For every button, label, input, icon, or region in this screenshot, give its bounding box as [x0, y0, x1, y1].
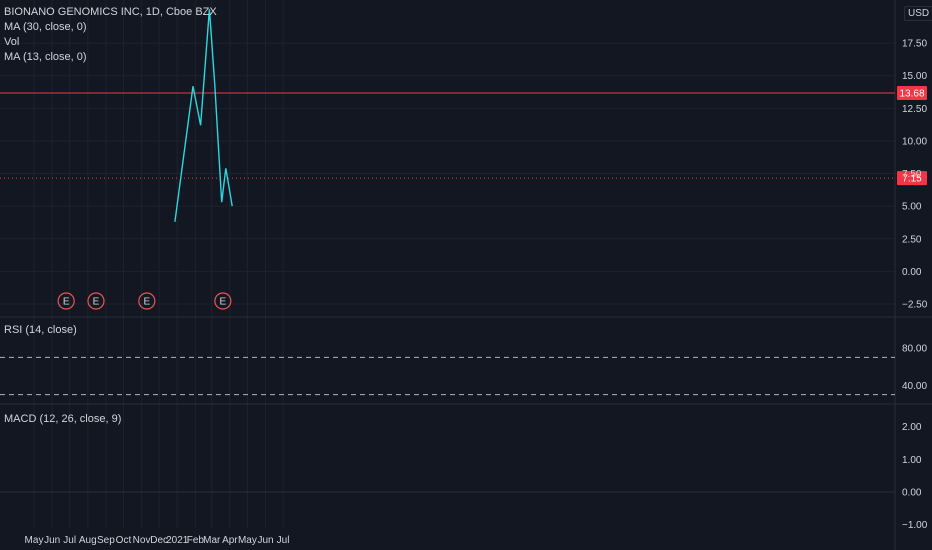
time-axis-tick: May [238, 535, 257, 546]
time-axis-tick: Nov [133, 535, 151, 546]
price-axis-tick: 10.00 [902, 136, 927, 147]
currency-label[interactable]: USD [904, 6, 932, 21]
price-axis-tick: 0.00 [902, 488, 922, 499]
legend-ma13[interactable]: MA (13, close, 0) [4, 51, 87, 63]
price-levels: 13.68 7.15 [0, 85, 927, 186]
time-axis-tick: Jun [44, 535, 60, 546]
time-axis-tick: Aug [79, 535, 97, 546]
price-axis-tick: 1.00 [902, 455, 922, 466]
earnings-marker [214, 292, 232, 310]
price-axis-tick: 80.00 [902, 344, 927, 355]
time-axis-tick: Sep [97, 535, 115, 546]
macd-title[interactable]: MACD (12, 26, close, 9) [4, 413, 122, 425]
price-axis-tick: 2.00 [902, 422, 922, 433]
price-level-label: 13.68 [899, 88, 924, 99]
time-axis-tick: Mar [203, 535, 221, 546]
price-axis-tick: 7.50 [902, 169, 922, 180]
price-axis-tick: 2.50 [902, 234, 922, 245]
time-axis-tick: Feb [187, 535, 205, 546]
earnings-label: E [93, 297, 100, 308]
price-axis-tick: 40.00 [902, 381, 927, 392]
time-axis-tick: Oct [116, 535, 132, 546]
time-axis-tick: Jul [63, 535, 76, 546]
price-axis-tick: −1.00 [902, 520, 928, 531]
earnings-label: E [220, 297, 227, 308]
time-axis-tick: May [25, 535, 44, 546]
time-axis-tick: Apr [222, 535, 238, 546]
price-axis-tick: 12.50 [902, 104, 927, 115]
legend-ma30[interactable]: MA (30, close, 0) [4, 21, 87, 33]
earnings-label: E [144, 297, 151, 308]
rsi-title[interactable]: RSI (14, close) [4, 324, 77, 336]
time-axis-tick: Dec [150, 535, 168, 546]
earnings-label: E [63, 297, 70, 308]
price-axis-tick: 15.00 [902, 71, 927, 82]
time-axis-tick: 2021 [166, 535, 189, 546]
rsi-pane [0, 356, 895, 396]
symbol-title[interactable]: BIONANO GENOMICS INC, 1D, Cboe BZX [4, 6, 217, 18]
price-level-badge [897, 171, 927, 186]
overlay-lines [174, 9, 233, 222]
time-axis-tick: Jun [257, 535, 273, 546]
price-level-label: 7.15 [902, 174, 922, 185]
earnings-marker [138, 292, 156, 310]
price-axis-tick: 17.50 [902, 39, 927, 50]
earnings-marker [87, 292, 105, 310]
price-axis-tick: −2.50 [902, 299, 928, 310]
earnings-marker [57, 292, 75, 310]
chart-pattern-drawing [174, 9, 233, 222]
price-axis-tick: 0.00 [902, 267, 922, 278]
price-level-badge [897, 85, 927, 100]
grid-lines [0, 0, 895, 528]
price-axis-tick: 5.00 [902, 202, 922, 213]
time-axis-tick: Jul [277, 535, 290, 546]
price-axis[interactable]: 17.50 15.00 12.50 10.00 7.50 5.00 2.50 0.00 −2.5… [902, 39, 928, 532]
legend-vol[interactable]: Vol [4, 36, 20, 48]
